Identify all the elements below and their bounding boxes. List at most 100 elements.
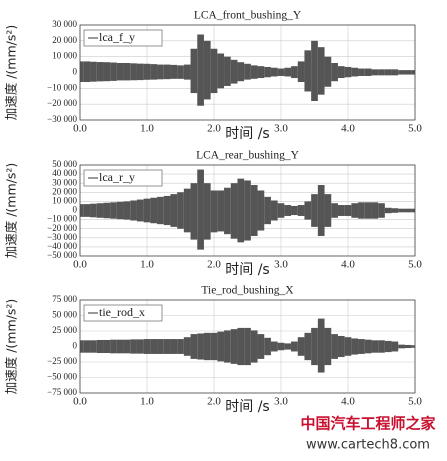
signal-band	[136, 199, 144, 222]
signal-band	[331, 334, 338, 359]
signal-band	[391, 341, 399, 352]
watermark-brand: 中国汽车工程师之家	[300, 415, 435, 433]
signal-band	[250, 185, 258, 236]
y-tick-label: 20 000	[52, 186, 77, 196]
signal-band	[143, 63, 151, 80]
signal-band	[197, 169, 204, 250]
signal-band	[224, 330, 231, 363]
signal-band	[230, 59, 238, 84]
signal-band	[103, 62, 111, 82]
signal-band	[83, 61, 91, 82]
signal-band	[277, 342, 285, 351]
signal-band	[96, 62, 104, 82]
signal-band	[337, 205, 345, 216]
signal-band	[163, 195, 171, 226]
signal-band	[183, 64, 191, 80]
signal-band	[351, 67, 359, 77]
signal-band	[83, 204, 91, 217]
signal-band	[291, 205, 298, 216]
signal-band	[331, 63, 338, 82]
signal-band	[177, 339, 184, 354]
signal-band	[411, 70, 415, 75]
chart-title: LCA_rear_bushing_Y	[196, 150, 300, 162]
y-tick-label: 40 000	[52, 168, 77, 178]
signal-band	[110, 202, 117, 219]
signal-band	[83, 340, 91, 353]
subplot: −75 000 −50 000 −25 000 0 25 000 50 000 75 000…	[4, 285, 423, 415]
signal-band	[371, 202, 379, 219]
y-tick-label: 0	[73, 341, 78, 351]
x-tick-label: 2.0	[207, 259, 221, 271]
signal-band	[136, 63, 144, 81]
signal-band	[90, 61, 97, 82]
signal-band	[264, 337, 271, 356]
signal-band	[116, 201, 124, 220]
signal-band	[257, 190, 265, 231]
signal-band	[244, 327, 251, 366]
signal-band	[404, 70, 412, 75]
signal-band	[197, 333, 204, 360]
signal-band	[378, 203, 385, 218]
signal-band	[337, 335, 345, 358]
legend-box	[83, 29, 163, 47]
x-tick-label: 4.0	[341, 259, 355, 271]
signal-band	[210, 332, 218, 361]
y-tick-label: 50 000	[52, 310, 77, 320]
x-tick-label: 5.0	[408, 396, 422, 408]
signal-band	[90, 340, 97, 353]
y-tick-label: −30 000	[47, 114, 77, 124]
signal-band	[130, 200, 137, 221]
signal-band	[277, 68, 285, 76]
signal-band	[116, 63, 124, 81]
signal-band	[150, 197, 158, 224]
signal-band	[103, 202, 111, 219]
signal-band	[143, 198, 151, 223]
signal-band	[384, 207, 392, 214]
signal-band	[391, 208, 399, 213]
signal-band	[311, 194, 318, 227]
y-tick-label: −30 000	[47, 232, 77, 242]
y-tick-label: 20 000	[52, 35, 77, 45]
signal-band	[337, 66, 345, 79]
signal-band	[130, 339, 137, 354]
legend-label: lca_r_y	[99, 170, 135, 184]
signal-band	[297, 61, 305, 82]
signal-band	[157, 339, 164, 354]
signal-band	[324, 327, 332, 366]
signal-band	[157, 196, 164, 225]
signal-band	[324, 56, 332, 87]
signal-band	[163, 339, 171, 354]
signal-band	[264, 66, 271, 78]
signal-band	[150, 64, 158, 80]
signal-band	[291, 66, 298, 79]
x-tick-label: 4.0	[341, 396, 355, 408]
signal-band	[284, 67, 292, 77]
signal-band	[177, 192, 184, 229]
signal-band	[344, 66, 352, 78]
x-tick-label: 3.0	[274, 259, 288, 271]
signal-band	[277, 203, 285, 218]
signal-band	[331, 203, 338, 218]
x-tick-label: 3.0	[274, 396, 288, 408]
y-tick-label: 75 000	[52, 294, 77, 304]
signal-band	[217, 190, 225, 232]
y-axis-label: 加速度 /(mm/s²)	[4, 163, 19, 259]
signal-band	[237, 327, 245, 366]
y-tick-label: 0	[73, 67, 78, 77]
signal-band	[224, 187, 231, 235]
signal-band	[391, 69, 399, 76]
signal-band	[364, 202, 372, 219]
y-tick-label: −40 000	[47, 241, 77, 251]
x-tick-label: 2.0	[207, 123, 221, 135]
signal-band	[364, 339, 372, 354]
signal-band	[317, 318, 325, 373]
signal-band	[378, 69, 385, 76]
signal-band	[344, 337, 352, 356]
y-tick-label: −50 000	[47, 372, 77, 382]
signal-band	[177, 65, 184, 79]
signal-band	[80, 340, 84, 353]
signal-band	[351, 203, 359, 218]
signal-band	[378, 340, 385, 353]
signal-band	[130, 63, 137, 81]
